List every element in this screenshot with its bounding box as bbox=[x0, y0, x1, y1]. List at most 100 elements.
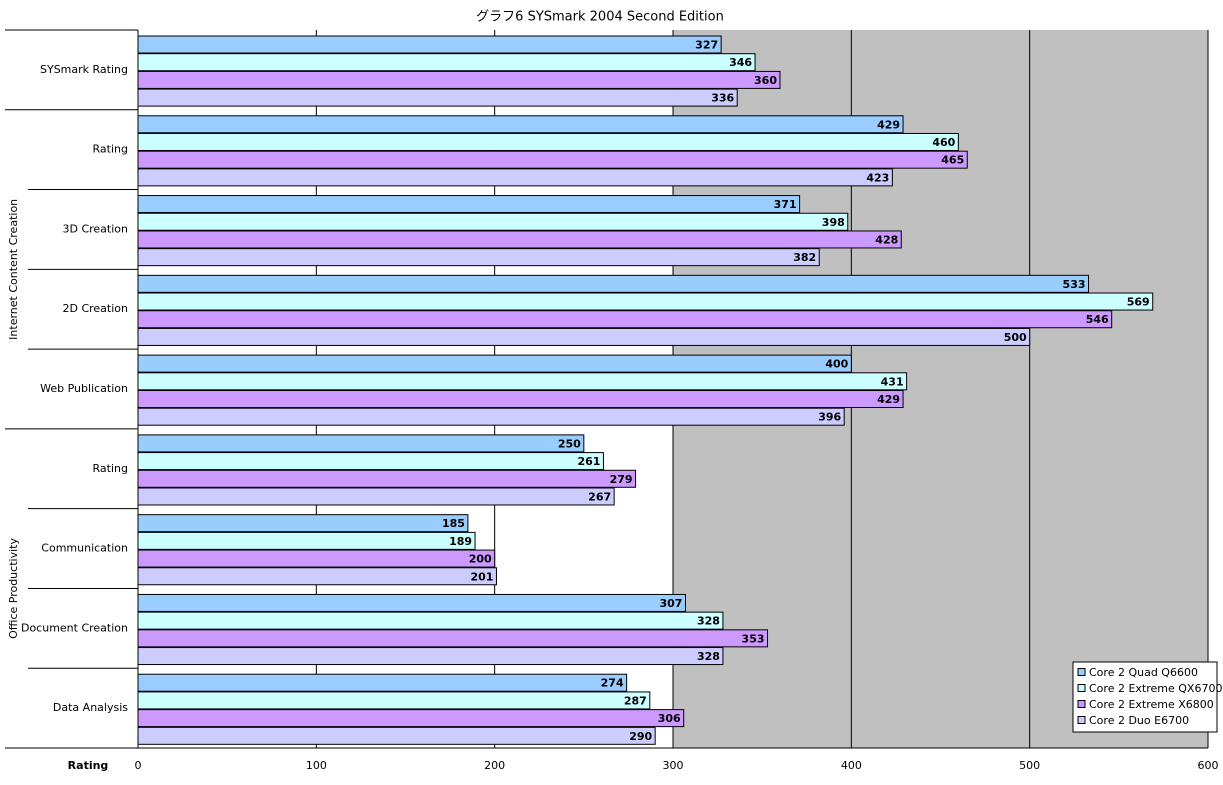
x-tick-label: 300 bbox=[663, 759, 684, 772]
y-tick-label: 2D Creation bbox=[62, 302, 128, 315]
value-label: 279 bbox=[610, 473, 633, 486]
value-label: 396 bbox=[818, 411, 841, 424]
bar bbox=[137, 531, 476, 550]
bar bbox=[137, 195, 801, 214]
value-label: 201 bbox=[470, 570, 493, 583]
y-tick-label: SYSmark Rating bbox=[40, 63, 128, 76]
legend-label: Core 2 Duo E6700 bbox=[1089, 714, 1189, 727]
value-label: 336 bbox=[711, 92, 734, 105]
chart-title: グラフ6 SYSmark 2004 Second Edition bbox=[476, 10, 724, 25]
legend-label: Core 2 Extreme QX6700 bbox=[1089, 682, 1222, 695]
x-axis-title: Rating bbox=[68, 759, 109, 772]
bar bbox=[137, 372, 908, 391]
value-label: 500 bbox=[1004, 331, 1027, 344]
bar bbox=[137, 70, 781, 89]
bar bbox=[137, 132, 959, 151]
value-label: 306 bbox=[658, 712, 681, 725]
value-label: 533 bbox=[1063, 278, 1086, 291]
bar bbox=[137, 567, 497, 586]
legend-swatch bbox=[1077, 668, 1086, 676]
value-label: 465 bbox=[941, 154, 964, 167]
value-label: 428 bbox=[875, 233, 898, 246]
x-tick-label: 400 bbox=[841, 759, 862, 772]
bar bbox=[137, 407, 845, 426]
value-label: 346 bbox=[729, 56, 752, 69]
bar bbox=[137, 274, 1090, 293]
value-label: 189 bbox=[449, 535, 472, 548]
value-label: 327 bbox=[695, 39, 718, 52]
bar bbox=[137, 726, 656, 745]
legend-swatch bbox=[1077, 684, 1086, 692]
y-tick-label: Communication bbox=[41, 542, 128, 555]
group-label: Office Productivity bbox=[7, 538, 20, 639]
value-label: 429 bbox=[877, 393, 900, 406]
value-label: 290 bbox=[629, 730, 652, 743]
value-label: 398 bbox=[822, 216, 845, 229]
bar bbox=[137, 487, 615, 506]
value-label: 569 bbox=[1127, 296, 1150, 309]
bar bbox=[137, 53, 756, 72]
y-tick-label: Document Creation bbox=[21, 621, 128, 634]
bar bbox=[137, 514, 469, 533]
bar bbox=[137, 168, 893, 187]
value-label: 274 bbox=[601, 677, 624, 690]
x-tick-label: 200 bbox=[484, 759, 505, 772]
value-label: 353 bbox=[742, 632, 765, 645]
bar bbox=[137, 150, 968, 169]
bar bbox=[137, 629, 769, 648]
value-label: 267 bbox=[588, 490, 611, 503]
value-label: 287 bbox=[624, 694, 647, 707]
legend-box bbox=[1072, 661, 1218, 733]
value-label: 431 bbox=[881, 375, 904, 388]
value-label: 423 bbox=[866, 171, 889, 184]
value-label: 200 bbox=[469, 553, 492, 566]
bar bbox=[137, 327, 1031, 346]
bar bbox=[137, 390, 904, 409]
value-label: 400 bbox=[825, 358, 848, 371]
value-label: 328 bbox=[697, 650, 720, 663]
legend-label: Core 2 Quad Q6600 bbox=[1089, 666, 1198, 679]
x-tick-label: 100 bbox=[306, 759, 327, 772]
bar bbox=[137, 35, 722, 54]
y-tick-label: Rating bbox=[93, 462, 128, 475]
value-label: 328 bbox=[697, 615, 720, 628]
value-label: 371 bbox=[774, 198, 797, 211]
bar bbox=[137, 230, 902, 249]
bar bbox=[137, 611, 724, 630]
x-tick-label: 0 bbox=[135, 759, 142, 772]
bar bbox=[137, 549, 496, 568]
bar bbox=[137, 88, 738, 107]
value-label: 360 bbox=[754, 74, 777, 87]
bar bbox=[137, 673, 628, 692]
value-label: 546 bbox=[1086, 313, 1109, 326]
y-tick-label: Web Publication bbox=[40, 382, 128, 395]
bar bbox=[137, 469, 637, 488]
bar bbox=[137, 212, 849, 231]
value-label: 261 bbox=[577, 455, 600, 468]
x-tick-label: 600 bbox=[1198, 759, 1219, 772]
bar bbox=[137, 452, 604, 471]
bar bbox=[137, 310, 1113, 329]
bar bbox=[137, 434, 585, 453]
value-label: 307 bbox=[660, 597, 683, 610]
bar bbox=[137, 115, 904, 134]
bar bbox=[137, 691, 651, 710]
bar bbox=[137, 593, 686, 612]
y-tick-label: 3D Creation bbox=[62, 222, 128, 235]
legend-swatch bbox=[1077, 716, 1086, 724]
bar bbox=[137, 248, 820, 267]
value-label: 382 bbox=[793, 251, 816, 264]
y-tick-label: Data Analysis bbox=[53, 701, 128, 714]
x-tick-label: 500 bbox=[1019, 759, 1040, 772]
bar bbox=[137, 647, 724, 666]
value-label: 250 bbox=[558, 437, 581, 450]
bar bbox=[137, 354, 852, 373]
value-label: 429 bbox=[877, 118, 900, 131]
y-tick-label: Rating bbox=[93, 143, 128, 156]
value-label: 460 bbox=[932, 136, 955, 149]
legend-swatch bbox=[1077, 700, 1086, 708]
bar bbox=[137, 709, 685, 728]
group-label: Internet Content Creation bbox=[7, 199, 20, 340]
legend-label: Core 2 Extreme X6800 bbox=[1089, 698, 1214, 711]
